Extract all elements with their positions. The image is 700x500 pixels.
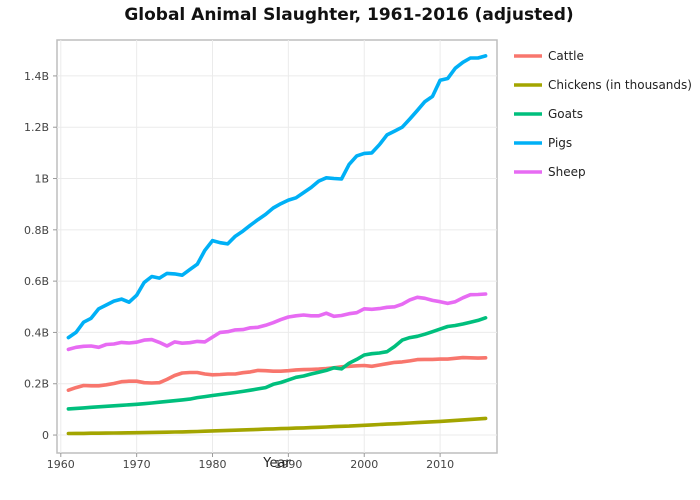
x-tick-label: 1990 bbox=[274, 458, 302, 471]
legend[interactable]: Cattle Chickens (in thousands) Goats Pigs Sh… bbox=[514, 49, 692, 179]
plot-frame bbox=[56, 39, 498, 454]
y-tick-label: 0 bbox=[42, 429, 49, 442]
legend-label: Goats bbox=[548, 107, 583, 121]
legend-label: Cattle bbox=[548, 49, 584, 63]
series-line-sheep[interactable] bbox=[66, 292, 488, 352]
legend-label: Pigs bbox=[548, 136, 572, 150]
x-tick-label: 2010 bbox=[426, 458, 454, 471]
chart-title: Global Animal Slaughter, 1961-2016 (adju… bbox=[124, 5, 573, 25]
legend-label: Chickens (in thousands) bbox=[548, 78, 692, 92]
y-tick-label: 0.2B bbox=[24, 378, 49, 391]
y-tick-label: 1.4B bbox=[24, 70, 49, 83]
plot-area[interactable] bbox=[56, 39, 498, 454]
legend-item-sheep[interactable]: Sheep bbox=[514, 165, 586, 179]
x-tick-label: 2000 bbox=[350, 458, 378, 471]
y-axis: 0 0.2B 0.4B 0.6B 0.8B 1B 1.2B 1.4B bbox=[24, 70, 57, 442]
series-line-goats[interactable] bbox=[66, 315, 488, 411]
legend-label: Sheep bbox=[548, 165, 586, 179]
y-tick-label: 0.8B bbox=[24, 224, 49, 237]
legend-item-cattle[interactable]: Cattle bbox=[514, 49, 584, 63]
gridlines bbox=[57, 40, 497, 453]
y-tick-label: 1B bbox=[34, 173, 49, 186]
series-line-pigs[interactable] bbox=[66, 54, 488, 340]
legend-item-goats[interactable]: Goats bbox=[514, 107, 583, 121]
x-tick-label: 1970 bbox=[123, 458, 151, 471]
y-tick-label: 0.4B bbox=[24, 326, 49, 339]
series-line-cattle[interactable] bbox=[66, 355, 488, 393]
series-line-chickens-in-thousands[interactable] bbox=[66, 416, 488, 436]
legend-item-pigs[interactable]: Pigs bbox=[514, 136, 572, 150]
y-tick-label: 1.2B bbox=[24, 121, 49, 134]
series-lines bbox=[66, 54, 488, 436]
x-tick-label: 1960 bbox=[47, 458, 75, 471]
x-axis: 1960 1970 1980 1990 2000 2010 bbox=[47, 453, 454, 471]
x-tick-label: 1980 bbox=[199, 458, 227, 471]
legend-item-chickens-in-thousands[interactable]: Chickens (in thousands) bbox=[514, 78, 692, 92]
x-axis-title: Year bbox=[262, 456, 291, 471]
y-tick-label: 0.6B bbox=[24, 275, 49, 288]
